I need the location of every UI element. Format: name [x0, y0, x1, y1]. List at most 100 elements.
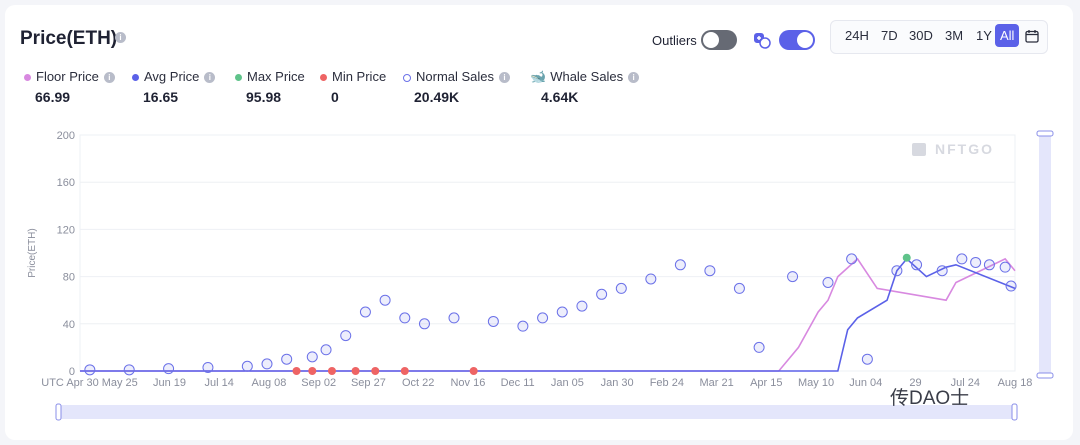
x-tick-label: Oct 22 — [402, 377, 434, 389]
x-tick-label: UTC Apr 30 — [41, 377, 98, 389]
x-tick-label: Sep 02 — [301, 377, 336, 389]
stat-whale-sales: 🐋 Whale Sales i — [530, 69, 640, 85]
min-price-point — [400, 367, 409, 375]
x-scroll-handle-left — [55, 403, 62, 421]
normal-sales-point — [956, 253, 968, 265]
normal-sales-point — [1005, 280, 1017, 292]
avg-price-info-icon[interactable]: i — [204, 72, 216, 84]
normal-sales-point — [448, 312, 460, 324]
normal-sales-point — [891, 265, 903, 277]
stat-min-price: Min Price — [320, 69, 386, 84]
max-price-value: 95.98 — [246, 89, 282, 105]
max-price-point — [902, 253, 911, 262]
range-3m[interactable]: 3M — [945, 28, 964, 43]
x-tick-label: Aug 08 — [252, 377, 287, 389]
max-price-dot — [235, 74, 242, 82]
range-all[interactable]: All — [995, 24, 1020, 47]
whale-toggle[interactable] — [779, 30, 815, 50]
normal-sales-point — [596, 288, 608, 300]
normal-sales-point — [704, 265, 716, 277]
y-tick-label: 80 — [63, 272, 75, 284]
floor-price-dot — [24, 74, 31, 82]
stat-floor-price: Floor Price i — [24, 69, 115, 84]
title-info-icon[interactable]: i — [115, 32, 126, 43]
min-price-value: 0 — [331, 89, 339, 105]
whale-filter-icon[interactable] — [753, 31, 771, 49]
x-tick-label: Mar 21 — [699, 377, 733, 389]
normal-sales-point — [645, 273, 657, 285]
y-tick-label: 0 — [69, 366, 75, 378]
outliers-toggle[interactable] — [701, 30, 737, 50]
min-price-point — [351, 367, 360, 375]
normal-sales-point — [123, 364, 135, 376]
normal-sales-point — [556, 306, 568, 318]
y-range-scrollbar — [1039, 133, 1051, 376]
stat-avg-price: Avg Price i — [132, 69, 216, 84]
avg-price-dot — [132, 74, 139, 82]
range-7d[interactable]: 7D — [881, 28, 898, 43]
y-scroll-handle-bottom — [1036, 372, 1054, 379]
x-tick-label: Jul 24 — [951, 377, 980, 389]
floor-price-info-icon[interactable]: i — [103, 72, 115, 84]
x-tick-label: Feb 24 — [650, 377, 684, 389]
normal-sales-info-icon[interactable]: i — [499, 72, 511, 84]
y-tick-label: 160 — [57, 177, 75, 189]
min-price-point — [327, 367, 336, 375]
nftgo-watermark: NFTGO — [935, 141, 994, 157]
normal-sales-point — [911, 259, 923, 271]
whale-sales-info-icon[interactable]: i — [628, 72, 640, 84]
y-tick-label: 200 — [57, 130, 75, 142]
whale-sales-label: Whale Sales — [550, 69, 624, 84]
normal-sales-point — [84, 364, 96, 376]
x-tick-label: May 10 — [798, 377, 834, 389]
normal-sales-point — [753, 341, 765, 353]
normal-sales-point — [861, 353, 873, 365]
corner-watermark: 传DAO士 — [890, 388, 970, 409]
normal-sales-point — [379, 294, 391, 306]
whale-sales-value: 4.64K — [541, 89, 579, 105]
calendar-icon[interactable] — [1025, 29, 1039, 43]
normal-sales-point — [163, 363, 175, 375]
x-tick-label: Apr 15 — [750, 377, 782, 389]
normal-sales-point — [615, 282, 627, 294]
avg-price-line — [80, 257, 1016, 372]
normal-sales-point — [399, 312, 411, 324]
x-tick-label: Nov 16 — [450, 377, 485, 389]
min-price-label: Min Price — [332, 69, 387, 84]
whale-toggle-knob — [797, 32, 813, 48]
normal-sales-label: Normal Sales — [416, 69, 495, 84]
normal-sales-point — [202, 361, 214, 373]
x-tick-label: Jun 04 — [849, 377, 882, 389]
floor-price-line — [80, 257, 1016, 372]
normal-sales-point — [517, 320, 529, 332]
y-scroll-handle-top — [1036, 130, 1054, 137]
x-tick-label: Sep 27 — [351, 377, 386, 389]
x-tick-label: Jun 19 — [153, 377, 186, 389]
x-tick-label: Jul 14 — [205, 377, 234, 389]
stat-max-price: Max Price — [235, 69, 305, 84]
min-price-point — [469, 367, 478, 375]
normal-sales-point — [999, 261, 1011, 273]
normal-sales-point — [983, 259, 995, 271]
range-24h[interactable]: 24H — [845, 28, 869, 43]
normal-sales-point — [320, 344, 332, 356]
normal-sales-point — [418, 318, 430, 330]
avg-price-label: Avg Price — [144, 69, 200, 84]
stat-normal-sales: Normal Sales i — [403, 69, 511, 84]
x-tick-label: May 25 — [102, 377, 138, 389]
normal-sales-point — [281, 353, 293, 365]
normal-sales-point — [822, 277, 834, 288]
range-30d[interactable]: 30D — [909, 28, 933, 43]
normal-sales-point — [576, 300, 588, 312]
normal-sales-value: 20.49K — [414, 89, 460, 105]
page-title: Price(ETH) — [20, 28, 118, 49]
normal-sales-point — [787, 271, 799, 283]
range-1y[interactable]: 1Y — [976, 28, 992, 43]
price-card — [5, 5, 1073, 440]
x-tick-label: Aug 18 — [998, 377, 1033, 389]
normal-sales-point — [733, 282, 745, 294]
floor-price-label: Floor Price — [36, 69, 99, 84]
normal-sales-point — [241, 360, 253, 372]
nftgo-logo-icon — [912, 143, 926, 156]
